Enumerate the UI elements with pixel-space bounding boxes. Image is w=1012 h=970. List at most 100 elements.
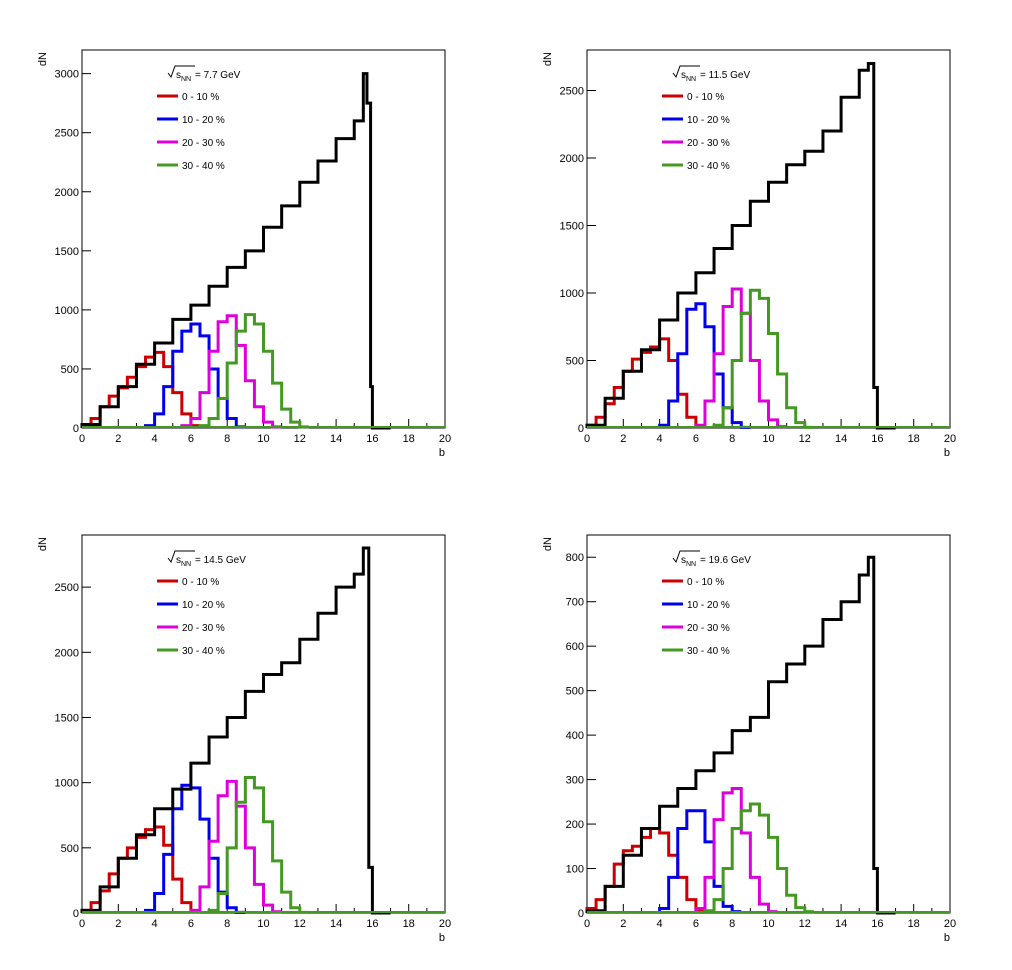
y-tick-label: 1500 [560,221,584,233]
x-tick-label: 16 [871,433,883,445]
x-tick-label: 2 [115,918,121,930]
x-tick-label: 12 [799,433,811,445]
y-axis-title: dN [37,52,49,66]
legend-title-s: s [681,555,686,566]
y-tick-label: 800 [566,552,584,564]
legend-title-s: s [176,70,181,81]
x-axis-title: b [439,932,445,944]
legend-label: 10 - 20 % [182,600,225,611]
y-tick-label: 300 [566,775,584,787]
legend-label: 30 - 40 % [182,161,225,172]
legend-title-sub: NN [181,76,191,83]
series-line-1 [144,322,246,429]
x-tick-label: 0 [79,918,85,930]
x-tick-label: 8 [224,433,230,445]
y-tick-label: 2000 [55,647,79,659]
legend-label: 10 - 20 % [687,600,730,611]
series-line-4 [585,555,896,915]
x-tick-label: 6 [693,918,699,930]
x-tick-label: 20 [439,433,451,445]
x-tick-label: 4 [657,433,663,445]
x-tick-label: 14 [835,918,847,930]
y-tick-label: 1500 [55,712,79,724]
y-tick-label: 1000 [560,288,584,300]
x-tick-label: 2 [620,918,626,930]
y-tick-label: 600 [566,641,584,653]
x-tick-label: 20 [439,918,451,930]
legend-label: 10 - 20 % [687,115,730,126]
legend-label: 30 - 40 % [687,161,730,172]
legend-title-s: s [681,70,686,81]
chart-svg: 0 2 4 6 8 10 12 14 16 18 20 0 500 1000 1500 2000 2500 b dN… [542,49,956,459]
x-tick-label: 14 [835,433,847,445]
x-tick-label: 18 [403,918,415,930]
legend-title-sub: NN [686,561,696,568]
sqrt-symbol [167,65,195,79]
x-tick-label: 14 [330,918,342,930]
x-tick-label: 10 [257,433,269,445]
legend-title: = 11.5 GeV [700,70,750,81]
legend-label: 0 - 10 % [182,92,219,103]
x-tick-label: 6 [188,433,194,445]
x-tick-label: 18 [908,918,920,930]
x-tick-label: 18 [908,433,920,445]
legend-label: 0 - 10 % [687,577,724,588]
x-tick-label: 8 [729,918,735,930]
x-tick-label: 12 [294,918,306,930]
x-tick-label: 16 [366,918,378,930]
y-tick-label: 400 [566,730,584,742]
x-tick-label: 16 [366,433,378,445]
y-tick-label: 500 [566,356,584,368]
chart-svg: 0 2 4 6 8 10 12 14 16 18 2001002003004005006007008… [542,534,956,944]
x-tick-label: 6 [693,433,699,445]
legend-label: 0 - 10 % [687,92,724,103]
series-line-2 [189,779,282,914]
x-tick-label: 4 [657,918,663,930]
legend-label: 20 - 30 % [182,623,225,634]
series-line-3 [712,288,814,429]
legend-label: 20 - 30 % [182,138,225,149]
x-tick-label: 8 [224,918,230,930]
legend-title: = 7.7 GeV [195,70,241,81]
x-tick-label: 10 [762,918,774,930]
x-tick-label: 2 [620,433,626,445]
series-line-1 [658,809,742,914]
x-tick-label: 10 [257,918,269,930]
y-tick-label: 1500 [55,246,79,258]
y-tick-label: 2500 [560,86,584,98]
y-tick-label: 3000 [55,69,79,81]
x-axis-title: b [944,932,950,944]
series-line-3 [207,775,309,914]
chart-svg: 0 2 4 6 8 10 12 14 16 18 20 0 500 1000 1500 2000 2500 300… [37,49,451,459]
x-tick-label: 4 [152,918,158,930]
x-tick-label: 20 [944,918,956,930]
legend-label: 10 - 20 % [182,115,225,126]
x-tick-label: 10 [762,433,774,445]
x-tick-label: 14 [330,433,342,445]
chart-svg: 0 2 4 6 8 10 12 14 16 18 20 0 500 1000 1500 2000 2500 b dN… [37,534,451,944]
legend-label: 20 - 30 % [687,138,730,149]
legend-label: 30 - 40 % [182,646,225,657]
legend-label: 30 - 40 % [687,646,730,657]
legend-label: 20 - 30 % [687,623,730,634]
legend-title: = 19.6 GeV [700,555,751,566]
y-axis-title: dN [542,52,554,66]
y-tick-label: 1000 [55,778,79,790]
legend-label: 0 - 10 % [182,577,219,588]
y-tick-label: 0 [73,908,79,920]
y-tick-label: 2500 [55,582,79,594]
legend-title-sub: NN [686,76,696,83]
x-tick-label: 0 [584,918,590,930]
y-tick-label: 0 [73,423,79,435]
x-tick-label: 4 [152,433,158,445]
series-line-3 [198,313,309,429]
sqrt-symbol [672,550,700,564]
y-tick-label: 2000 [55,187,79,199]
y-tick-label: 500 [566,686,584,698]
x-tick-label: 20 [944,433,956,445]
chart-panel-14-5-gev: 0 2 4 6 8 10 12 14 16 18 20 0 500 1000 1500 2000 2500 b dN… [0,485,500,965]
y-tick-label: 500 [61,843,79,855]
sqrt-symbol [672,65,700,79]
series-line-2 [694,287,787,429]
y-axis-title: dN [542,537,554,551]
